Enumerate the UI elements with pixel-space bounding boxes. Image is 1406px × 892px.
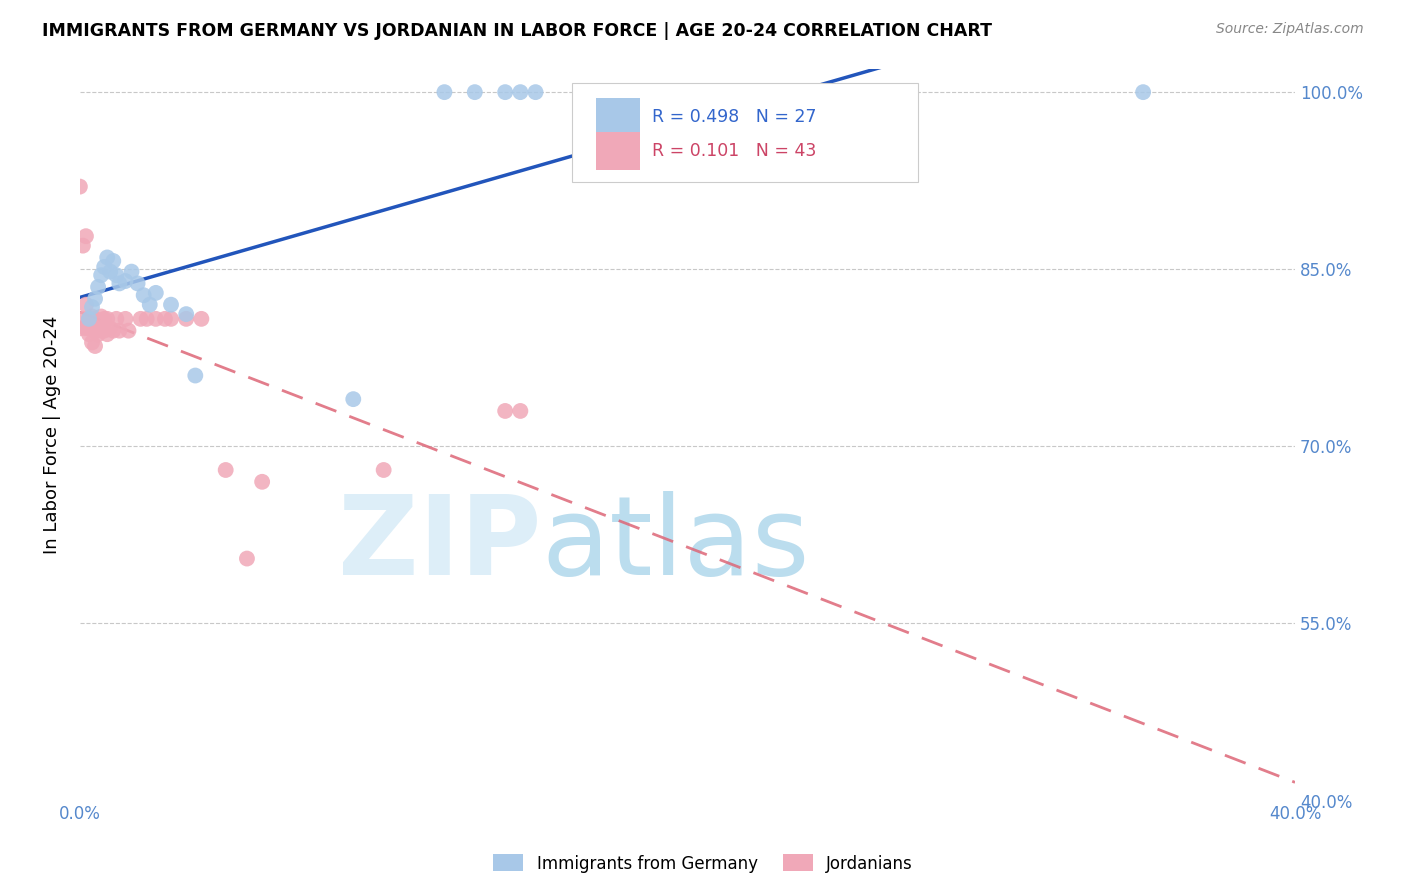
Point (174, 311, 197, 326)
Point (105, 311, 128, 326)
FancyBboxPatch shape (596, 132, 640, 170)
Point (433, 85, 456, 99)
Point (96, 251, 118, 265)
Point (105, 268, 128, 282)
Point (90, 268, 112, 282)
Point (96, 327, 118, 342)
Point (464, 85, 486, 99)
Point (250, 475, 273, 489)
Point (87, 327, 110, 342)
Point (114, 311, 136, 326)
Point (215, 463, 238, 477)
Text: IMMIGRANTS FROM GERMANY VS JORDANIAN IN LABOR FORCE | AGE 20-24 CORRELATION CHAR: IMMIGRANTS FROM GERMANY VS JORDANIAN IN … (42, 22, 993, 40)
Text: R = 0.101   N = 43: R = 0.101 N = 43 (652, 142, 817, 160)
Point (1132, 85, 1154, 99)
Point (87, 314, 110, 328)
Point (236, 551, 259, 566)
Point (90, 324, 112, 338)
Point (524, 85, 547, 99)
Point (373, 463, 395, 477)
Text: atlas: atlas (541, 491, 810, 598)
Point (103, 324, 125, 338)
Point (93, 324, 115, 338)
Point (135, 311, 157, 326)
Point (77, 327, 100, 342)
Legend: Immigrants from Germany, Jordanians: Immigrants from Germany, Jordanians (486, 847, 920, 880)
Point (509, 85, 531, 99)
Point (184, 368, 207, 383)
Point (127, 277, 149, 291)
Point (145, 285, 167, 300)
Point (72, 238, 94, 252)
Point (69, 321, 91, 335)
Point (84, 339, 107, 353)
Point (80, 335, 103, 350)
Point (132, 288, 155, 302)
Point (84, 311, 107, 326)
Point (342, 392, 364, 406)
Point (77, 311, 100, 326)
Point (509, 404, 531, 418)
Point (75, 321, 97, 335)
Point (121, 265, 143, 279)
Point (494, 85, 516, 99)
Text: R = 0.498   N = 27: R = 0.498 N = 27 (652, 109, 817, 127)
Point (153, 311, 176, 326)
Point (160, 311, 183, 326)
Point (98, 321, 121, 335)
Point (117, 324, 139, 338)
Point (108, 324, 131, 338)
Point (190, 311, 212, 326)
Point (80, 321, 103, 335)
Point (494, 404, 516, 418)
Point (80, 300, 103, 314)
Point (145, 311, 167, 326)
Point (84, 324, 107, 338)
Point (75, 229, 97, 244)
Text: Source: ZipAtlas.com: Source: ZipAtlas.com (1216, 22, 1364, 37)
Point (80, 310, 103, 324)
Point (108, 277, 131, 291)
Point (93, 260, 115, 274)
Point (98, 265, 121, 279)
Text: ZIP: ZIP (339, 491, 541, 598)
FancyBboxPatch shape (596, 98, 640, 136)
Point (84, 292, 107, 306)
Point (96, 311, 118, 326)
Point (93, 311, 115, 326)
Point (174, 307, 197, 321)
Point (77, 311, 100, 326)
Point (72, 311, 94, 326)
Point (160, 298, 183, 312)
Point (114, 274, 136, 288)
Point (87, 280, 110, 294)
Point (103, 254, 125, 268)
Y-axis label: In Labor Force | Age 20-24: In Labor Force | Age 20-24 (44, 316, 60, 554)
Point (75, 298, 97, 312)
FancyBboxPatch shape (572, 83, 918, 182)
Point (90, 310, 112, 324)
Point (77, 321, 100, 335)
Point (69, 179, 91, 194)
Point (139, 298, 162, 312)
Point (129, 311, 152, 326)
